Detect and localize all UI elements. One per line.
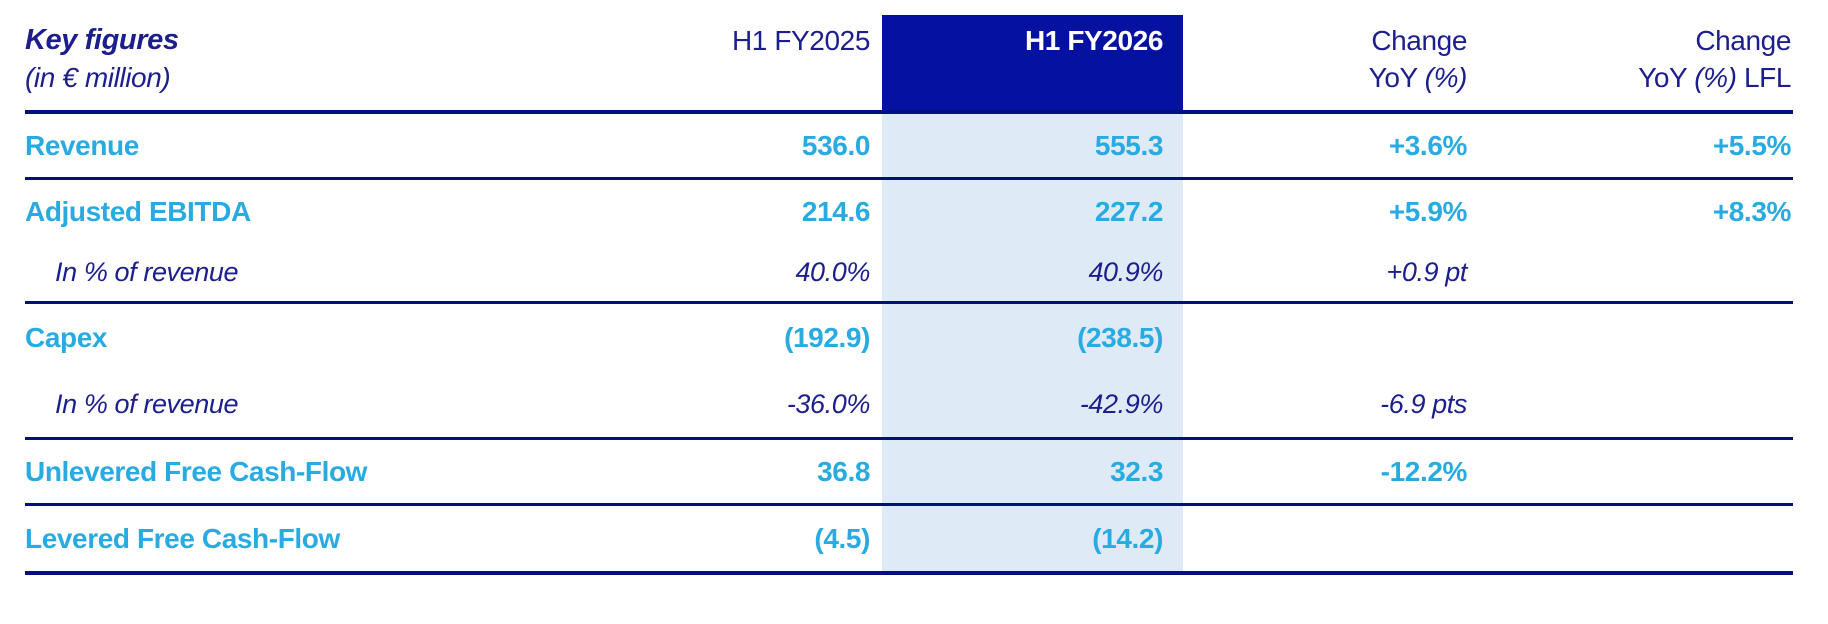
value-fy2025: (192.9) bbox=[784, 322, 870, 353]
value-change-yoy bbox=[1183, 304, 1475, 372]
row-label: In % of revenue bbox=[55, 389, 239, 419]
value-change-yoy: +0.9 pt bbox=[1386, 256, 1467, 287]
value-fy2026: 227.2 bbox=[882, 180, 1183, 243]
column-header-change-yoy: Change YoY (%) bbox=[1183, 15, 1475, 110]
value-fy2026: (14.2) bbox=[882, 506, 1183, 571]
table-row-ebitda-margin: In % of revenue 40.0% 40.9% +0.9 pt bbox=[25, 243, 1793, 304]
value-change-yoy-lfl bbox=[1475, 440, 1793, 503]
value-change-yoy-lfl bbox=[1475, 243, 1793, 301]
table-unit-subtitle: (in € million) bbox=[25, 62, 171, 93]
table-row-adjusted-ebitda: Adjusted EBITDA 214.6 227.2 +5.9% +8.3% bbox=[25, 180, 1793, 243]
value-fy2025: 214.6 bbox=[801, 195, 870, 227]
value-fy2026: 32.3 bbox=[882, 440, 1183, 503]
table-row-capex: Capex (192.9) (238.5) bbox=[25, 304, 1793, 372]
table-row-levered-fcf: Levered Free Cash-Flow (4.5) (14.2) bbox=[25, 506, 1793, 575]
change-lfl-header-line2: YoY (%) LFL bbox=[1638, 62, 1791, 93]
value-fy2025: (4.5) bbox=[814, 522, 870, 554]
value-change-yoy-lfl: +8.3% bbox=[1712, 195, 1792, 227]
table-row-unlevered-fcf: Unlevered Free Cash-Flow 36.8 32.3 -12.2… bbox=[25, 440, 1793, 506]
row-label: Unlevered Free Cash-Flow bbox=[25, 455, 368, 487]
value-change-yoy: -6.9 pts bbox=[1380, 389, 1467, 419]
table-row-capex-margin: In % of revenue -36.0% -42.9% -6.9 pts bbox=[25, 372, 1793, 440]
value-change-yoy: +5.9% bbox=[1388, 195, 1468, 227]
value-fy2025: -36.0% bbox=[786, 389, 871, 419]
value-change-yoy: -12.2% bbox=[1380, 455, 1468, 487]
row-label: Levered Free Cash-Flow bbox=[25, 522, 340, 554]
table-title: Key figures bbox=[25, 24, 179, 56]
column-header-change-yoy-lfl: Change YoY (%) LFL bbox=[1475, 15, 1793, 110]
change-header-line1: Change bbox=[1371, 25, 1467, 56]
row-label: Revenue bbox=[25, 129, 139, 161]
value-fy2025: 40.0% bbox=[795, 256, 870, 287]
table-title-cell: Key figures (in € million) bbox=[25, 15, 595, 110]
value-fy2026: 40.9% bbox=[882, 243, 1183, 301]
row-label: In % of revenue bbox=[55, 256, 239, 287]
value-fy2026: (238.5) bbox=[882, 304, 1183, 372]
value-change-yoy-lfl bbox=[1475, 506, 1793, 571]
row-label: Adjusted EBITDA bbox=[25, 195, 251, 227]
value-change-yoy-lfl bbox=[1475, 304, 1793, 372]
value-change-yoy-lfl: +5.5% bbox=[1712, 129, 1792, 161]
table-row-revenue: Revenue 536.0 555.3 +3.6% +5.5% bbox=[25, 114, 1793, 180]
table-header-row: Key figures (in € million) H1 FY2025 H1 … bbox=[25, 15, 1793, 114]
value-change-yoy bbox=[1183, 506, 1475, 571]
change-lfl-header-line1: Change bbox=[1695, 25, 1791, 56]
column-header-h1-fy2026: H1 FY2026 bbox=[882, 15, 1183, 110]
value-fy2026: 555.3 bbox=[882, 114, 1183, 177]
value-change-yoy-lfl bbox=[1475, 372, 1793, 437]
value-change-yoy: +3.6% bbox=[1388, 129, 1468, 161]
value-fy2025: 536.0 bbox=[801, 129, 870, 161]
value-fy2026: -42.9% bbox=[882, 372, 1183, 437]
column-header-h1-fy2025: H1 FY2025 bbox=[731, 25, 870, 56]
value-fy2025: 36.8 bbox=[817, 455, 870, 487]
change-header-line2: YoY (%) bbox=[1368, 62, 1468, 93]
row-label: Capex bbox=[25, 322, 108, 353]
